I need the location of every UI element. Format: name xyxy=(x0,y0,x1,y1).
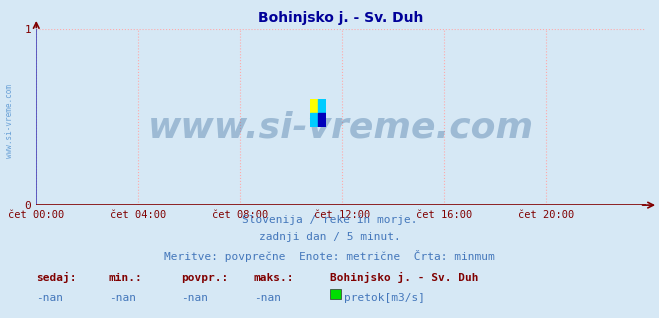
Text: zadnji dan / 5 minut.: zadnji dan / 5 minut. xyxy=(258,232,401,242)
Text: Bohinjsko j. - Sv. Duh: Bohinjsko j. - Sv. Duh xyxy=(330,273,478,283)
Text: min.:: min.: xyxy=(109,273,142,283)
Bar xyxy=(310,99,318,113)
Bar xyxy=(318,99,326,113)
Text: Slovenija / reke in morje.: Slovenija / reke in morje. xyxy=(242,215,417,225)
Text: Meritve: povprečne  Enote: metrične  Črta: minmum: Meritve: povprečne Enote: metrične Črta:… xyxy=(164,250,495,262)
Bar xyxy=(310,113,318,127)
Text: sedaj:: sedaj: xyxy=(36,273,76,283)
Text: www.si-vreme.com: www.si-vreme.com xyxy=(5,84,14,158)
Text: povpr.:: povpr.: xyxy=(181,273,229,283)
Text: -nan: -nan xyxy=(181,293,208,302)
Bar xyxy=(318,113,326,127)
Text: -nan: -nan xyxy=(254,293,281,302)
Text: -nan: -nan xyxy=(109,293,136,302)
Text: www.si-vreme.com: www.si-vreme.com xyxy=(148,110,534,144)
Text: -nan: -nan xyxy=(36,293,63,302)
Text: pretok[m3/s]: pretok[m3/s] xyxy=(344,293,425,302)
Text: maks.:: maks.: xyxy=(254,273,294,283)
Title: Bohinjsko j. - Sv. Duh: Bohinjsko j. - Sv. Duh xyxy=(258,11,424,25)
